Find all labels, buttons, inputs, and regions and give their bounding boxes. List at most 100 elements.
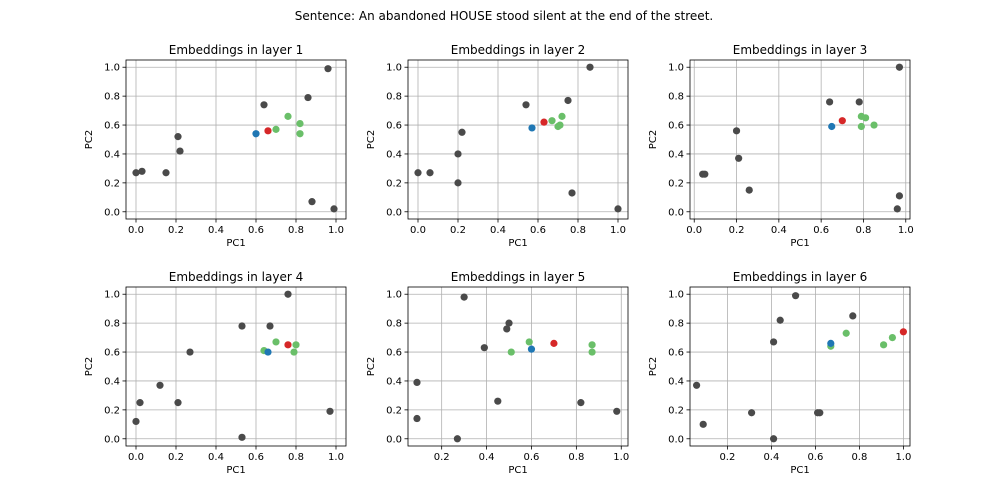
data-point	[870, 121, 878, 129]
data-point	[238, 322, 246, 330]
data-point	[701, 170, 709, 178]
x-tick-label: 0.2	[719, 452, 735, 463]
x-tick-label: 0.4	[771, 225, 787, 236]
axes-frame	[125, 286, 347, 447]
subplot-grid: Embeddings in layer 1 0.0 0.2 0.4 0.6 0.8 1.0 0…	[84, 43, 914, 476]
y-tick-label: 0.4	[668, 376, 684, 387]
x-tick-label: 0.8	[288, 452, 304, 463]
data-point	[525, 338, 533, 346]
y-tick-label: 1.0	[104, 290, 120, 301]
y-tick-label: 0.0	[386, 207, 402, 218]
data-point	[505, 319, 513, 327]
x-tick-label: 0.8	[288, 225, 304, 236]
x-tick-label: 0.4	[208, 452, 224, 463]
x-tick-label: 0.2	[450, 225, 466, 236]
data-point	[453, 435, 461, 443]
y-tick-label: 0.4	[386, 376, 402, 387]
axes-frame	[407, 286, 629, 447]
y-axis-label: PC2	[366, 357, 377, 376]
y-tick-label: 0.0	[104, 434, 120, 445]
y-tick-label: 1.0	[104, 63, 120, 74]
data-point	[272, 125, 280, 133]
data-point	[162, 169, 170, 177]
subplot-title: Embeddings in layer 1	[169, 43, 303, 57]
x-tick-label: 0.2	[434, 452, 450, 463]
data-point	[186, 348, 194, 356]
data-point	[174, 133, 182, 141]
subplot-title: Embeddings in layer 2	[451, 43, 585, 57]
y-tick-label: 0.2	[104, 178, 120, 189]
data-point	[880, 341, 888, 349]
data-point	[480, 344, 488, 352]
y-tick-label: 0.0	[104, 207, 120, 218]
data-point	[132, 417, 140, 426]
y-axis-label: PC2	[648, 357, 659, 376]
data-point	[776, 316, 784, 324]
x-tick-label: 1.0	[610, 225, 626, 236]
data-point	[554, 122, 562, 131]
data-point	[304, 93, 312, 102]
data-point	[888, 333, 897, 342]
x-tick-label: 0.0	[128, 452, 144, 463]
data-point	[893, 205, 901, 213]
y-tick-label: 0.4	[104, 149, 120, 160]
data-point	[577, 399, 585, 407]
subplot-title: Embeddings in layer 3	[733, 43, 867, 57]
y-tick-label: 0.6	[104, 348, 120, 359]
data-point	[568, 189, 576, 197]
data-point	[284, 341, 292, 349]
data-point	[748, 409, 756, 417]
data-point	[284, 112, 292, 120]
axes-frame	[689, 286, 911, 447]
data-point	[458, 128, 466, 136]
x-tick-label: 0.2	[168, 225, 184, 236]
data-point	[895, 63, 904, 71]
y-tick-label: 0.6	[104, 121, 120, 132]
data-point	[260, 101, 268, 109]
data-point	[828, 122, 836, 131]
data-point	[770, 338, 778, 346]
data-point	[503, 325, 511, 333]
data-point	[588, 341, 596, 349]
data-point	[792, 292, 800, 300]
subplot-layer-4: Embeddings in layer 4 0.0 0.2 0.4 0.6 0.8 1.0 0…	[84, 270, 347, 476]
y-axis-label: PC2	[366, 130, 377, 149]
subplot-layer-2: Embeddings in layer 2 0.0 0.2 0.4 0.6 0.8 1.0 0…	[366, 43, 629, 249]
data-point	[528, 124, 536, 132]
data-point	[507, 348, 515, 356]
data-point	[176, 147, 184, 155]
y-axis-label: PC2	[84, 130, 95, 149]
y-tick-label: 0.2	[386, 405, 402, 416]
y-axis-label: PC2	[648, 130, 659, 149]
subplot-title: Embeddings in layer 5	[451, 270, 585, 284]
x-tick-label: 1.0	[328, 225, 344, 236]
data-point	[266, 322, 274, 330]
x-tick-label: 0.4	[479, 452, 495, 463]
subplot-layer-1: Embeddings in layer 1 0.0 0.2 0.4 0.6 0.8 1.0 0…	[84, 43, 347, 249]
y-tick-label: 0.4	[104, 376, 120, 387]
y-tick-label: 0.0	[668, 207, 684, 218]
y-tick-label: 1.0	[668, 290, 684, 301]
x-tick-label: 1.0	[328, 452, 344, 463]
data-point	[861, 114, 870, 122]
x-tick-label: 0.0	[410, 225, 426, 236]
y-tick-label: 0.4	[668, 149, 684, 160]
data-point	[732, 127, 741, 135]
data-point	[296, 120, 304, 128]
axes-frame	[689, 59, 911, 220]
x-tick-label: 0.2	[168, 452, 184, 463]
axes-frame	[407, 59, 629, 220]
y-tick-label: 0.6	[668, 121, 684, 132]
y-tick-label: 0.8	[386, 319, 402, 330]
data-point	[842, 329, 850, 337]
data-point	[899, 328, 908, 336]
data-point	[252, 130, 260, 138]
data-point	[292, 341, 300, 349]
x-tick-label: 0.6	[248, 452, 264, 463]
subplot-title: Embeddings in layer 6	[733, 270, 867, 284]
data-point	[550, 339, 558, 347]
data-point	[413, 414, 421, 423]
axes-frame	[125, 59, 347, 220]
